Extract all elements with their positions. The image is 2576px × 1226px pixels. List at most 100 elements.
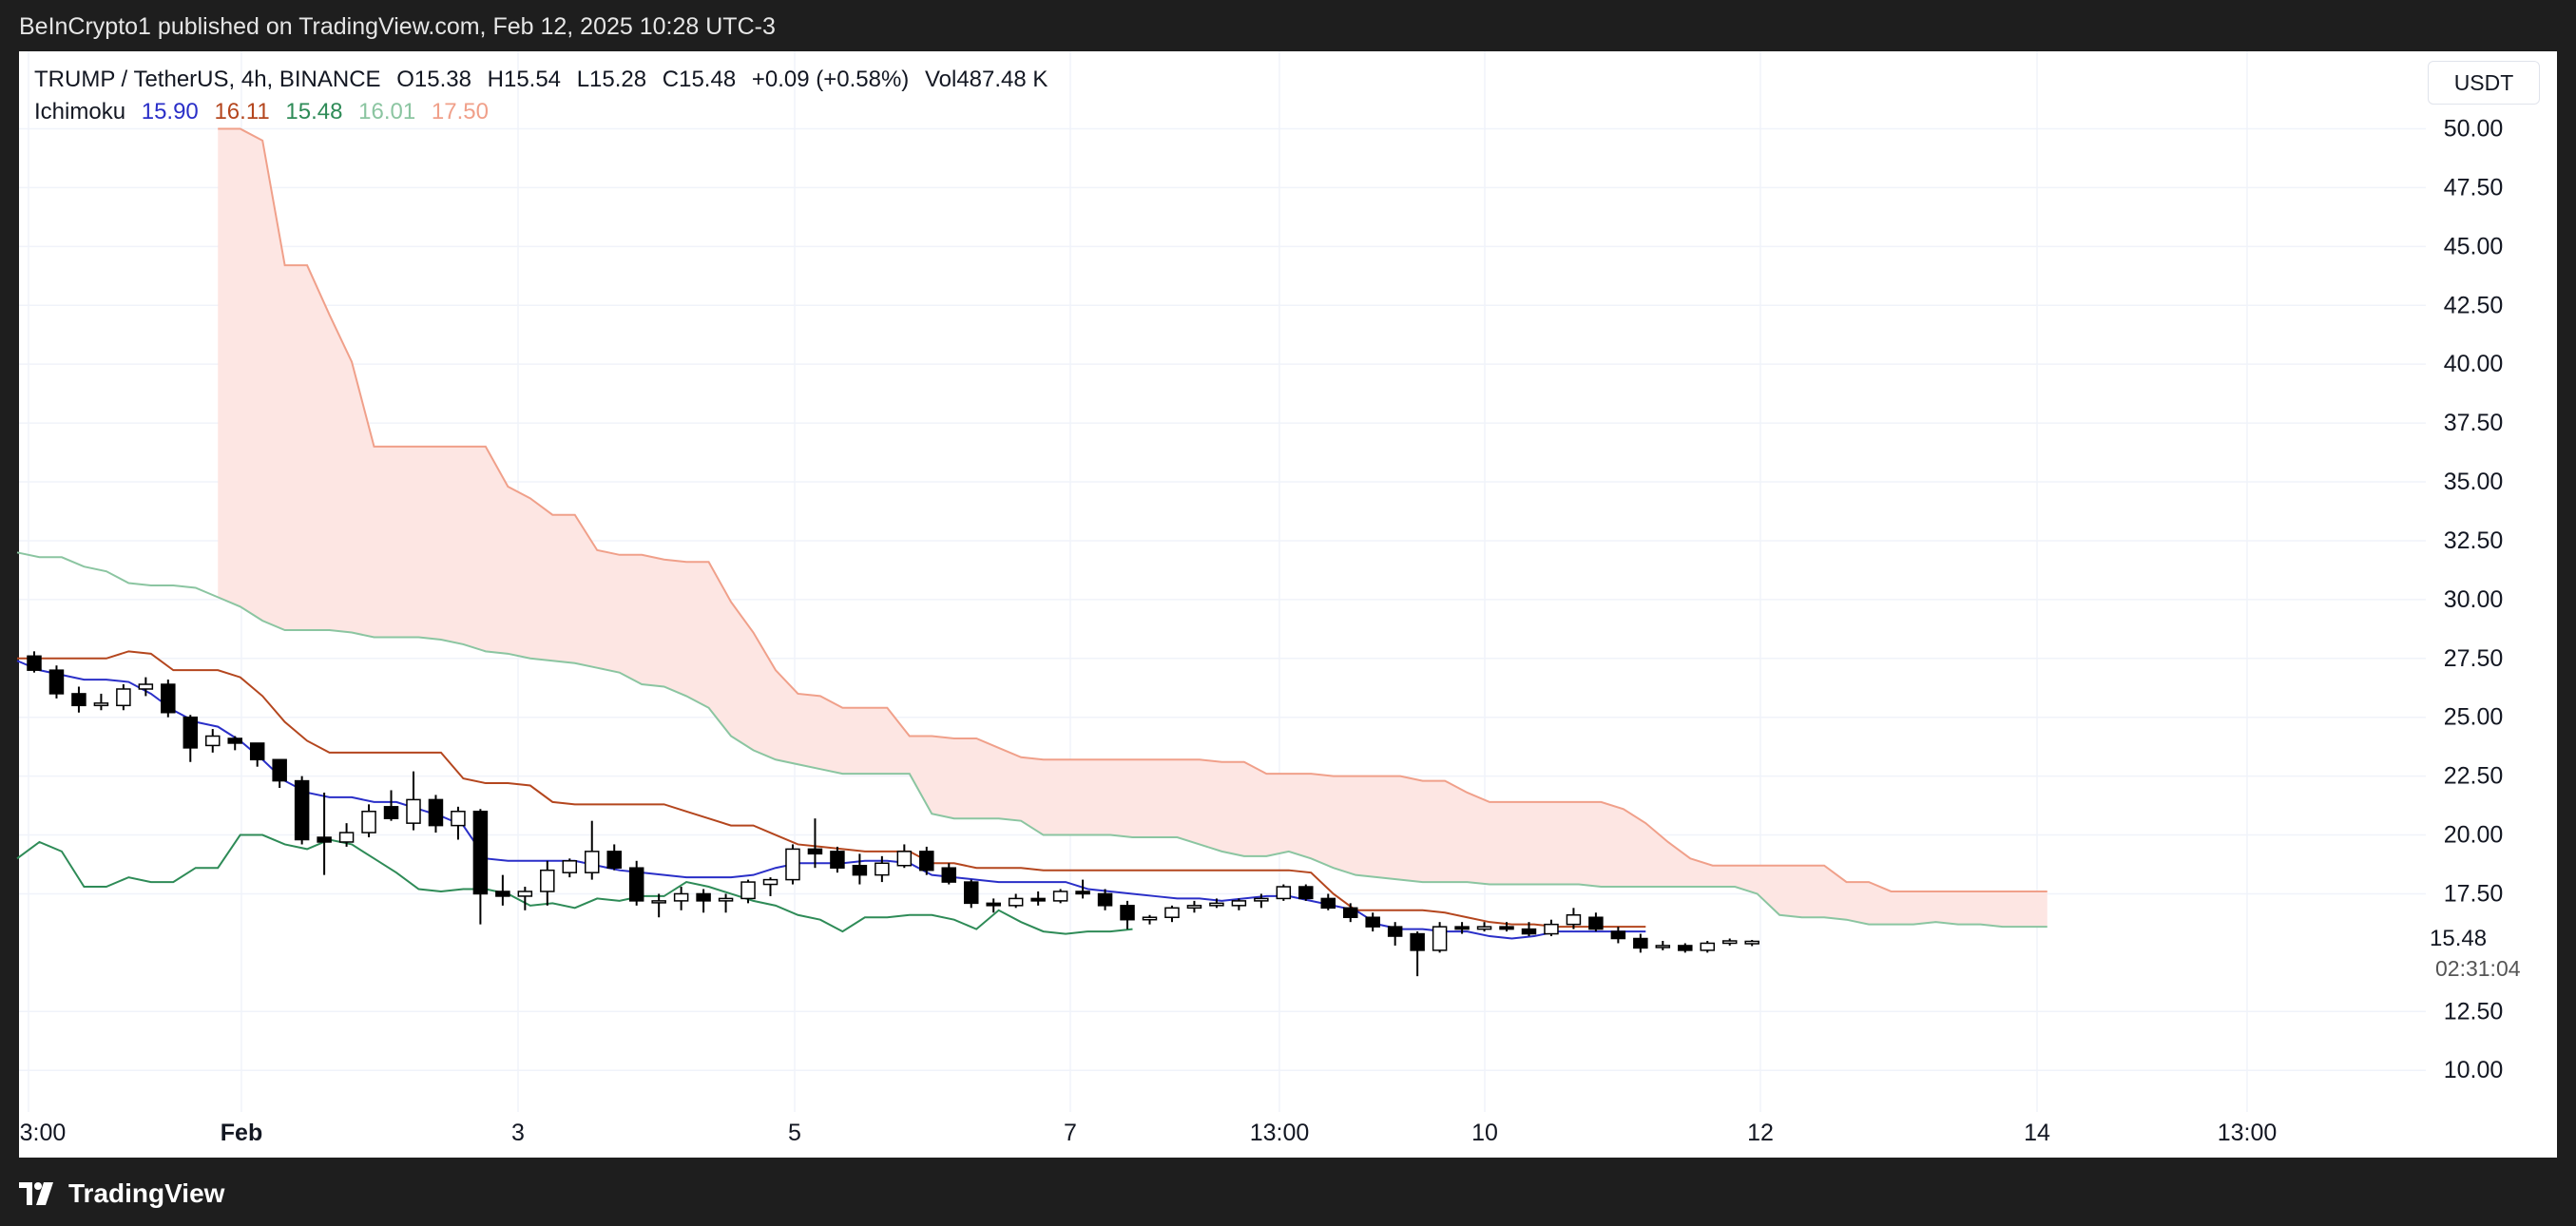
candle-body (495, 891, 510, 897)
time-axis[interactable]: 3:00 Feb 3 5 7 13:00 10 12 14 13:00 (20, 1120, 2278, 1146)
candle (1566, 908, 1582, 929)
candle-body (361, 811, 376, 833)
candle (562, 858, 578, 878)
price-axis-label: 37.50 (2444, 410, 2504, 436)
last-price-label: 15.48 (2430, 926, 2488, 951)
candle-body (338, 832, 355, 843)
candle (696, 889, 711, 913)
candle-body (1298, 886, 1314, 900)
ichimoku-cloud (218, 128, 2047, 928)
candle (205, 729, 221, 753)
price-axis-label: 35.00 (2444, 469, 2504, 495)
candle (1454, 922, 1470, 934)
indicator-legend: Ichimoku 15.90 16.11 15.48 16.01 17.50 (34, 99, 498, 125)
candle (1544, 919, 1559, 937)
candle (138, 677, 154, 697)
candle-body (93, 702, 109, 707)
candle-body (1410, 932, 1425, 951)
currency-button[interactable]: USDT (2428, 61, 2540, 105)
candle (673, 887, 689, 910)
candle (1700, 940, 1715, 953)
candle-body (1721, 940, 1738, 945)
symbol-label[interactable]: TRUMP / TetherUS, 4h, BINANCE (34, 67, 381, 92)
lagging-span-line (16, 833, 1133, 935)
candle (1744, 940, 1759, 947)
candle (1410, 931, 1425, 977)
candle-body (48, 669, 65, 695)
candle-body (183, 716, 199, 749)
price-axis-label: 25.00 (2444, 704, 2504, 731)
candle-body (628, 867, 644, 902)
candle-body (1678, 945, 1693, 951)
candle-body (673, 892, 689, 902)
price-axis-label: 30.00 (2444, 586, 2504, 613)
candle-body (875, 862, 890, 876)
price-axis-label: 32.50 (2444, 527, 2504, 554)
candle (48, 665, 65, 699)
change-value: +0.09 (+0.58%) (751, 67, 910, 92)
candle (71, 686, 87, 713)
candlesticks (27, 651, 1759, 977)
candle (830, 846, 845, 873)
time-axis-label: 3:00 (20, 1120, 67, 1146)
candle (495, 874, 510, 906)
candle (606, 844, 622, 871)
candle (1633, 933, 1648, 953)
candle (1164, 905, 1180, 923)
candle-body (1008, 897, 1024, 907)
candle (941, 863, 957, 885)
candle (807, 818, 823, 869)
publisher-text: BeInCrypto1 published on TradingView.com… (19, 13, 776, 40)
tradingview-logo[interactable]: TradingView (19, 1175, 224, 1213)
publisher-bar: BeInCrypto1 published on TradingView.com… (0, 0, 2576, 51)
candle-body (27, 655, 42, 671)
candle (272, 758, 287, 789)
candle (1365, 912, 1380, 932)
footer-bar (0, 1158, 2576, 1226)
candle (27, 651, 42, 673)
candle-body (1454, 926, 1470, 930)
candle-body (294, 779, 310, 841)
candle-body (896, 851, 913, 867)
time-axis-label: 13:00 (2218, 1120, 2278, 1146)
time-axis-label: 10 (1471, 1120, 1498, 1146)
candle-body (249, 742, 265, 761)
candle-body (116, 688, 131, 707)
candle-body (1320, 897, 1336, 910)
time-axis-label: Feb (221, 1120, 262, 1146)
indicator-name[interactable]: Ichimoku (34, 99, 126, 125)
candle-body (1276, 886, 1292, 900)
candle (227, 736, 242, 751)
candle-body (205, 735, 221, 747)
candle (383, 790, 399, 821)
price-axis-label: 50.00 (2444, 116, 2504, 143)
candle (1588, 912, 1604, 932)
low-value: L15.28 (576, 67, 647, 92)
price-axis-label: 12.50 (2444, 998, 2504, 1025)
candle-body (1744, 940, 1759, 945)
candle-body (963, 881, 979, 905)
candle (963, 879, 979, 909)
candle (406, 771, 421, 831)
candle (361, 804, 376, 838)
candle-body (383, 806, 399, 819)
candle (1610, 927, 1626, 944)
candle (1052, 889, 1068, 904)
candle (1499, 922, 1514, 932)
candle (1476, 922, 1492, 932)
candle-body (1544, 923, 1559, 935)
volume-value: Vol487.48 K (924, 67, 1048, 92)
candle-body (1700, 942, 1715, 951)
candle (1120, 900, 1135, 929)
candle-body (830, 851, 845, 869)
candle-body (1387, 926, 1403, 937)
candle-body (919, 851, 934, 872)
candle-body (1120, 905, 1135, 921)
lagging-span-value: 15.48 (285, 99, 343, 125)
base-line (17, 650, 1646, 929)
candle (1008, 893, 1024, 909)
candle (628, 860, 644, 906)
price-axis[interactable]: 50.00 47.50 45.00 42.50 40.00 37.50 35.00 32.50… (2444, 116, 2504, 1084)
candle (161, 680, 176, 718)
